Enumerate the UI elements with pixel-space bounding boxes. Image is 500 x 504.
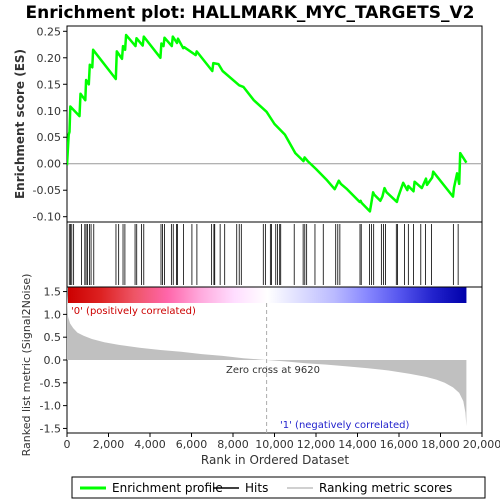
metric-y-axis: -1.5 -1.0 -0.5 0.0 0.5 1.0 1.5 (40, 286, 67, 436)
metric-y-tick-label: 0.5 (44, 331, 62, 344)
x-tick-label: 4,000 (134, 438, 166, 451)
x-tick-label: 18,000 (421, 438, 460, 451)
metric-y-tick-label: -1.5 (40, 422, 61, 435)
enrichment-y-axis: -0.10 -0.05 0.00 0.05 0.10 0.15 0.20 0.25 (33, 25, 67, 223)
x-tick-label: 6,000 (176, 438, 208, 451)
metric-y-label: Ranked list metric (Signal2Noise) (20, 274, 33, 457)
es-y-tick-label: 0.05 (37, 131, 62, 144)
metric-y-tick-label: -0.5 (40, 377, 61, 390)
es-y-tick-label: 0.00 (37, 158, 62, 171)
ranking-colorbar (68, 287, 466, 303)
legend-label: Hits (245, 481, 268, 495)
chart-title: Enrichment plot: HALLMARK_MYC_TARGETS_V2 (26, 3, 475, 23)
es-y-tick-label: 0.10 (37, 105, 62, 118)
metric-y-tick-label: 0.0 (44, 354, 62, 367)
x-axis-label: Rank in Ordered Dataset (201, 453, 349, 467)
hits-panel-frame (67, 222, 482, 287)
zero-cross-label: Zero cross at 9620 (226, 365, 320, 376)
es-y-tick-label: 0.25 (37, 25, 62, 38)
negative-correlation-label: '1' (negatively correlated) (280, 420, 409, 431)
x-tick-label: 12,000 (297, 438, 336, 451)
x-tick-label: 10,000 (255, 438, 294, 451)
x-tick-label: 14,000 (338, 438, 377, 451)
x-tick-label: 20,000 (463, 438, 500, 451)
enrichment-y-label: Enrichment score (ES) (13, 49, 27, 199)
es-y-tick-label: -0.10 (33, 211, 61, 224)
es-y-tick-label: 0.20 (37, 52, 62, 65)
x-tick-label: 2,000 (93, 438, 125, 451)
legend-label: Ranking metric scores (319, 481, 452, 495)
es-y-tick-label: -0.05 (33, 184, 61, 197)
metric-y-tick-label: 1.0 (44, 308, 62, 321)
positive-correlation-label: '0' (positively correlated) (71, 306, 196, 317)
legend: Enrichment profile Hits Ranking metric sco… (80, 481, 452, 495)
x-tick-label: 8,000 (217, 438, 249, 451)
es-y-tick-label: 0.15 (37, 78, 62, 91)
x-tick-label: 16,000 (380, 438, 419, 451)
legend-label: Enrichment profile (112, 481, 223, 495)
x-tick-label: 0 (64, 438, 71, 451)
metric-y-tick-label: -1.0 (40, 400, 61, 413)
metric-y-tick-label: 1.5 (44, 286, 62, 299)
